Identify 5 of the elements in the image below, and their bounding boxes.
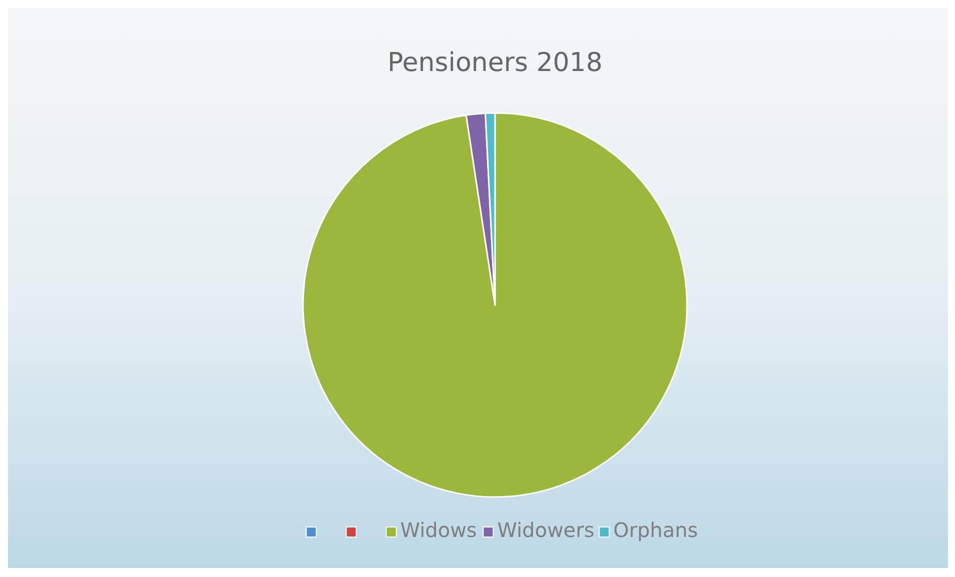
chart-title: Pensioners 2018 [387, 48, 603, 78]
legend-label: Widows [400, 518, 477, 542]
legend-label: Widowers [497, 518, 594, 542]
legend-label: Orphans [613, 518, 698, 542]
pie-slice [302, 112, 688, 498]
